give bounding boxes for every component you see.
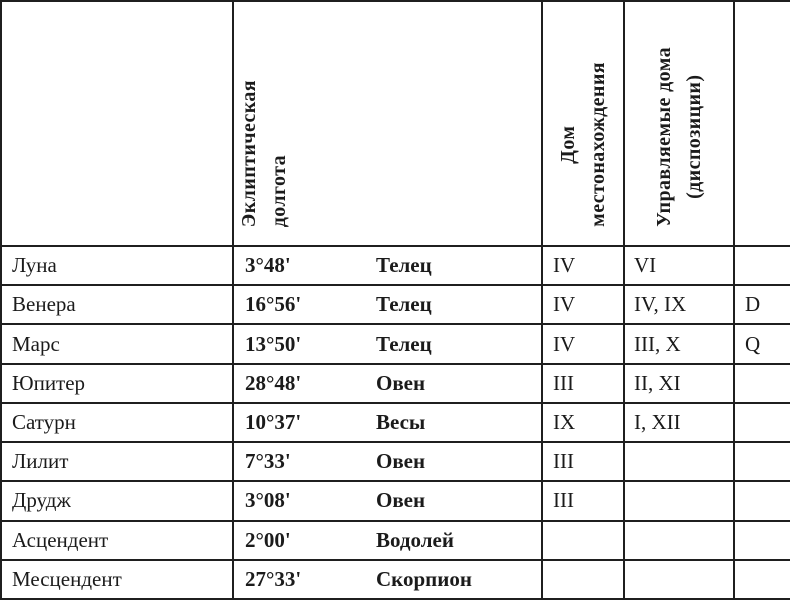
longitude-degrees: 16°56' <box>245 292 302 317</box>
col-header-ecliptic-longitude-label: Эклиптическая долгота <box>238 79 290 227</box>
col-header-house-of-location-label: Дом местонахождения <box>557 62 609 227</box>
dispositor-mark: Q <box>733 323 790 365</box>
table-row-mars: Марс 13°50' Телец IV III, X Q <box>0 323 790 365</box>
table-row-druj: Друдж 3°08' Овен III <box>0 480 790 522</box>
longitude-cell: 2°00' Водолей <box>232 519 543 561</box>
object-name: Месцендент <box>0 558 234 600</box>
longitude-degrees: 2°00' <box>245 527 291 552</box>
longitude-cell: 7°33' Овен <box>232 441 543 483</box>
longitude-cell: 27°33' Скорпион <box>232 558 543 600</box>
col-header-house-of-location: Дом местонахождения <box>541 0 625 247</box>
ruled-houses <box>623 558 735 600</box>
col-header-dispositor-empty <box>733 0 790 247</box>
house-of-location: III <box>541 362 625 404</box>
object-name: Луна <box>0 244 234 287</box>
house-of-location: III <box>541 480 625 522</box>
longitude-degrees: 3°08' <box>245 488 291 513</box>
house-of-location: IV <box>541 244 625 287</box>
longitude-cell: 3°08' Овен <box>232 480 543 522</box>
dispositor-mark <box>733 244 790 287</box>
longitude-degrees: 7°33' <box>245 449 291 474</box>
house-of-location <box>541 519 625 561</box>
dispositor-mark <box>733 558 790 600</box>
col-header-ruled-houses-label: Управляемые дома (диспозиции) <box>653 47 705 227</box>
zodiac-sign: Телец <box>376 253 432 278</box>
dispositor-mark <box>733 519 790 561</box>
dispositor-mark <box>733 362 790 404</box>
dispositor-mark: D <box>733 284 790 326</box>
object-name: Друдж <box>0 480 234 522</box>
table-row-mescendant: Месцендент 27°33' Скорпион <box>0 558 790 600</box>
ruled-houses: IV, IX <box>623 284 735 326</box>
longitude-degrees: 28°48' <box>245 370 302 395</box>
zodiac-sign: Овен <box>376 449 426 474</box>
header-row: Эклиптическая долгота Дом местонахождени… <box>0 0 790 247</box>
longitude-degrees: 10°37' <box>245 409 302 434</box>
house-of-location: IV <box>541 323 625 365</box>
dispositor-mark <box>733 441 790 483</box>
table-row-lilith: Лилит 7°33' Овен III <box>0 441 790 483</box>
object-name: Марс <box>0 323 234 365</box>
object-name: Сатурн <box>0 401 234 444</box>
house-of-location: III <box>541 441 625 483</box>
ruled-houses: I, XII <box>623 401 735 444</box>
col-header-ruled-houses: Управляемые дома (диспозиции) <box>623 0 735 247</box>
zodiac-sign: Скорпион <box>376 566 472 591</box>
zodiac-sign: Овен <box>376 488 426 513</box>
object-name: Лилит <box>0 441 234 483</box>
table-row-saturn: Сатурн 10°37' Весы IX I, XII <box>0 401 790 444</box>
ruled-houses <box>623 519 735 561</box>
col-header-ecliptic-longitude: Эклиптическая долгота <box>232 0 543 247</box>
longitude-degrees: 13°50' <box>245 331 302 356</box>
table-row-moon: Луна 3°48' Телец IV VI <box>0 244 790 287</box>
ruled-houses: II, XI <box>623 362 735 404</box>
longitude-cell: 3°48' Телец <box>232 244 543 287</box>
table-row-ascendant: Асцендент 2°00' Водолей <box>0 519 790 561</box>
ruled-houses <box>623 480 735 522</box>
col-header-object-empty <box>0 0 234 247</box>
object-name: Юпитер <box>0 362 234 404</box>
zodiac-sign: Телец <box>376 331 432 356</box>
dispositor-mark <box>733 480 790 522</box>
ruled-houses: III, X <box>623 323 735 365</box>
table-row-jupiter: Юпитер 28°48' Овен III II, XI <box>0 362 790 404</box>
dispositor-mark <box>733 401 790 444</box>
object-name: Асцендент <box>0 519 234 561</box>
longitude-degrees: 27°33' <box>245 566 302 591</box>
zodiac-sign: Весы <box>376 409 426 434</box>
zodiac-sign: Телец <box>376 292 432 317</box>
longitude-cell: 10°37' Весы <box>232 401 543 444</box>
longitude-cell: 28°48' Овен <box>232 362 543 404</box>
longitude-cell: 13°50' Телец <box>232 323 543 365</box>
longitude-cell: 16°56' Телец <box>232 284 543 326</box>
house-of-location: IX <box>541 401 625 444</box>
table-row-venus: Венера 16°56' Телец IV IV, IX D <box>0 284 790 326</box>
house-of-location <box>541 558 625 600</box>
zodiac-sign: Водолей <box>376 527 454 552</box>
ruled-houses: VI <box>623 244 735 287</box>
object-name: Венера <box>0 284 234 326</box>
house-of-location: IV <box>541 284 625 326</box>
ruled-houses <box>623 441 735 483</box>
longitude-degrees: 3°48' <box>245 253 291 278</box>
zodiac-sign: Овен <box>376 370 426 395</box>
